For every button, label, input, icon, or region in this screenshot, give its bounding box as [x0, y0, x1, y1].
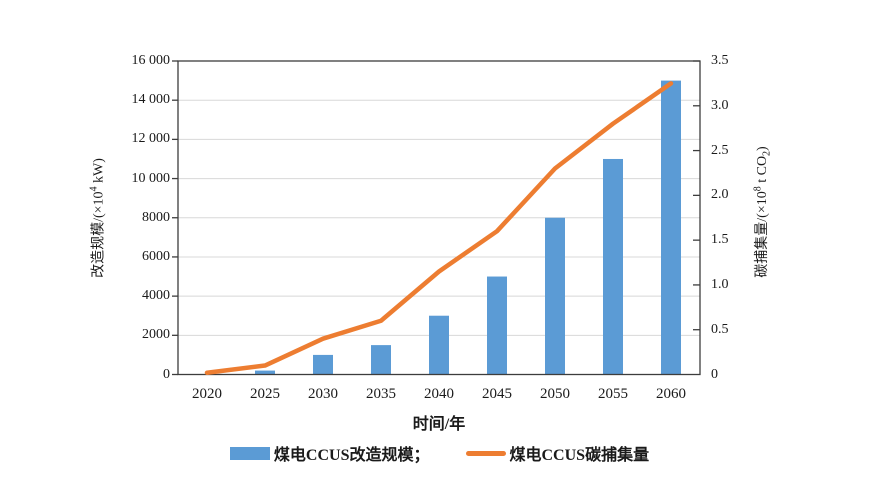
left-axis-tick-label: 16 000 — [131, 53, 171, 68]
left-axis-tick-label: 4000 — [142, 288, 170, 304]
left-axis-title-superscript: 4 — [88, 186, 100, 192]
bar-2025 — [255, 370, 275, 375]
x-axis-title: 时间/年 — [412, 416, 466, 433]
legend: 煤电CCUS改造规模； 煤电CCUS碳捕集量 — [0, 441, 879, 465]
left-axis-title-unit: kW) — [91, 158, 107, 187]
line-series-legend-label: 煤电CCUS碳捕集量 — [509, 447, 650, 464]
left-axis-tick-label: 0 — [163, 366, 170, 382]
right-axis-tick-label: 1.5 — [711, 232, 729, 248]
bar-2050 — [545, 217, 565, 375]
left-axis-tick-label: 2000 — [142, 327, 170, 343]
right-axis-title-text: 碳捕集量/(×10 — [754, 191, 770, 278]
left-axis-tick-label: 14 000 — [131, 92, 171, 108]
x-axis-tick-label: 2055 — [598, 386, 628, 402]
legend-item-bar-series: 煤电CCUS改造规模； — [229, 441, 430, 465]
right-axis-title-close: ) — [754, 146, 770, 151]
bar-2045 — [487, 276, 507, 375]
x-axis-tick-label: 2040 — [424, 386, 454, 402]
right-axis-tick-label: 0 — [711, 366, 718, 382]
left-axis-tick-label: 12 000 — [131, 131, 171, 147]
bar-2035 — [371, 345, 391, 375]
legend-item-line-series: 煤电CCUS碳捕集量 — [465, 441, 650, 465]
x-axis-tick-label: 2045 — [482, 386, 512, 402]
bar-2055 — [603, 158, 623, 375]
right-axis-tick-label: 3.0 — [711, 97, 729, 113]
x-axis-tick-label: 2020 — [192, 386, 222, 402]
x-axis-tick-label: 2035 — [366, 386, 396, 402]
x-axis-tick-label: 2025 — [250, 386, 280, 402]
bar-series-legend-label: 煤电CCUS改造规模； — [273, 447, 430, 464]
x-axis-tick-label: 2050 — [540, 386, 570, 402]
right-axis-tick-label: 2.0 — [711, 187, 729, 203]
line-series-swatch — [465, 450, 506, 456]
left-axis-tick-label: 6000 — [142, 248, 170, 264]
right-axis-tick-label: 3.5 — [711, 53, 729, 68]
bar-2040 — [429, 315, 449, 375]
bar-2060 — [661, 80, 681, 375]
left-axis-tick-label: 8000 — [142, 209, 170, 225]
left-axis-tick-label: 10 000 — [131, 170, 171, 186]
left-axis-title-text: 改造规模/(×10 — [91, 191, 107, 278]
x-axis-tick-label: 2030 — [308, 386, 338, 402]
x-axis-tick-label: 2060 — [656, 386, 686, 402]
bar-2030 — [313, 354, 333, 375]
right-axis-title-unit: t CO — [754, 155, 770, 187]
right-axis-tick-label: 1.0 — [711, 276, 729, 292]
right-axis-title-subscript: 2 — [761, 150, 773, 156]
bar-series-swatch — [229, 446, 270, 460]
right-axis-tick-label: 2.5 — [711, 142, 729, 158]
right-axis-title-superscript: 8 — [752, 186, 764, 192]
line-series — [204, 81, 674, 375]
right-axis-tick-label: 0.5 — [711, 321, 729, 337]
